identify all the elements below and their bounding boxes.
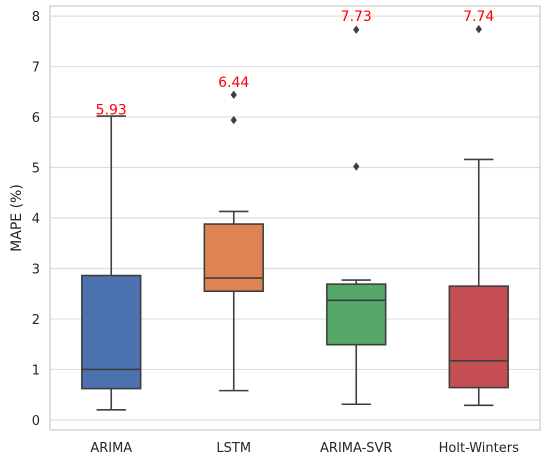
y-tick-labels: 0 1 2 3 4 5 6 7 8: [32, 10, 40, 429]
y-tick-label: 3: [32, 262, 40, 277]
x-tick-label: ARIMA: [90, 441, 132, 456]
outlier-point: [353, 25, 360, 34]
box-lstm: [203, 90, 264, 392]
iqr-box: [81, 274, 142, 390]
max-value-annotation: 5.93: [96, 103, 127, 119]
y-tick-label: 4: [32, 212, 40, 227]
y-tick-label: 0: [32, 414, 40, 429]
iqr-box: [203, 223, 264, 292]
y-tick-label: 2: [32, 313, 40, 328]
x-tick-label: LSTM: [216, 441, 251, 456]
outlier-point: [475, 25, 482, 34]
x-tick-labels: ARIMA LSTM ARIMA-SVR Holt-Winters: [90, 441, 519, 456]
y-tick-label: 8: [32, 10, 40, 25]
max-value-annotation: 6.44: [218, 75, 249, 91]
y-tick-label: 7: [32, 61, 40, 76]
max-value-annotation: 7.74: [463, 9, 494, 25]
y-tick-label: 1: [32, 363, 40, 378]
box-arima-svr: [326, 25, 387, 406]
max-value-annotation: 7.73: [341, 9, 372, 25]
iqr-box: [448, 285, 509, 389]
outlier-point: [230, 115, 237, 125]
x-tick-label: ARIMA-SVR: [320, 441, 392, 456]
y-tick-label: 5: [32, 162, 40, 177]
y-tick-label: 6: [32, 111, 40, 126]
x-tick-label: Holt-Winters: [439, 441, 519, 456]
box-holt-winters: [448, 25, 509, 407]
annotations: 5.93 6.44 7.73 7.74: [96, 9, 495, 118]
outlier-point: [353, 162, 360, 171]
outlier-point: [230, 90, 237, 100]
y-axis-label: MAPE (%): [9, 184, 25, 252]
iqr-box: [326, 283, 387, 346]
plot-frame: [49, 5, 541, 431]
box-arima: [81, 115, 142, 411]
boxes: [81, 25, 509, 411]
